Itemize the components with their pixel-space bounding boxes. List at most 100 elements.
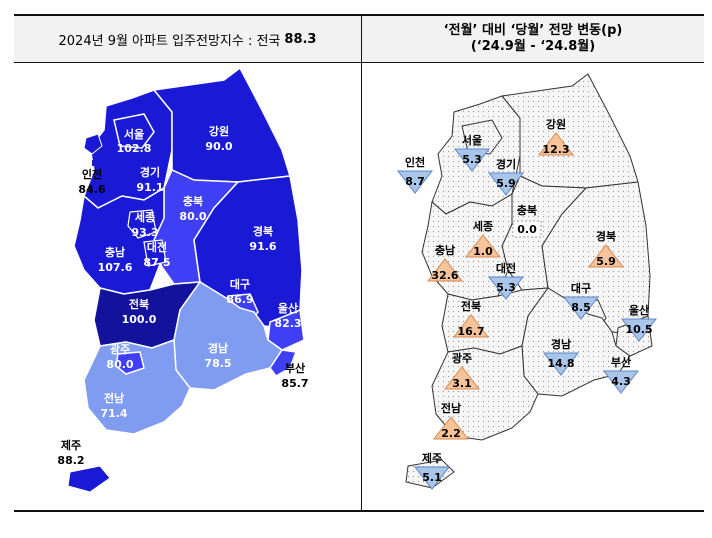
right-map: 강원 12.3 서울 5.3 인천 8.7 경기 5.9 세종 1.0 충북 0.0 경북 5.9 충남 32… bbox=[362, 50, 702, 516]
label-daejeon-name: 대전 bbox=[147, 240, 167, 254]
change-label-name-7: 충남 bbox=[435, 243, 455, 257]
region-jeonnam bbox=[83, 338, 191, 435]
label-jeonnam-value: 71.4 bbox=[100, 407, 127, 420]
column-divider bbox=[361, 14, 362, 512]
region-incheon bbox=[83, 133, 103, 155]
up-triangle-icon bbox=[452, 314, 490, 338]
table-frame: 2024년 9월 아파트 입주전망지수 : 전국 88.3 ‘전월’ 대비 ‘당… bbox=[14, 14, 704, 512]
label-sejong-value: 93.3 bbox=[131, 226, 158, 239]
change-label-value-0: 12.3 bbox=[542, 143, 569, 156]
change-label-name-16: 제주 bbox=[422, 451, 442, 465]
change-markers: 강원 12.3 서울 5.3 인천 8.7 경기 5.9 세종 1.0 충북 0.0 경북 5.9 충남 32… bbox=[396, 117, 658, 490]
change-label-value-12: 3.1 bbox=[452, 377, 472, 390]
label-daegu-value: 86.9 bbox=[226, 293, 253, 306]
change-label-name-3: 경기 bbox=[496, 157, 516, 171]
left-map: 서울 102.8 강원 90.0 경기 91.1 충북 80.0 세종 93.3… bbox=[14, 50, 361, 516]
down-triangle-icon bbox=[487, 172, 525, 196]
change-label-name-0: 강원 bbox=[546, 117, 566, 131]
label-chungbuk-name: 충북 bbox=[183, 194, 203, 208]
region-busan bbox=[269, 349, 298, 377]
r-region-seoul bbox=[461, 119, 503, 155]
region-gwangju bbox=[115, 351, 145, 375]
label-gwangju-name: 광주 bbox=[110, 343, 130, 356]
label-gyeonggi-value: 91.1 bbox=[136, 181, 163, 194]
change-label-value-6: 5.9 bbox=[596, 255, 616, 268]
label-chungnam-value: 107.6 bbox=[98, 261, 133, 274]
up-triangle-icon bbox=[537, 132, 575, 156]
label-gyeongnam-value: 78.5 bbox=[204, 357, 231, 370]
down-triangle-icon bbox=[542, 352, 580, 376]
label-incheon-name: 인천 bbox=[82, 167, 102, 181]
top-border bbox=[14, 14, 704, 16]
change-label-value-13: 14.8 bbox=[547, 357, 574, 370]
r-region-jeonnam bbox=[431, 345, 539, 441]
down-triangle-icon bbox=[453, 148, 491, 172]
change-label-name-11: 울산 bbox=[629, 303, 649, 317]
label-chungbuk-value: 80.0 bbox=[179, 210, 206, 223]
change-label-name-4: 세종 bbox=[473, 219, 493, 233]
change-label-value-7: 32.6 bbox=[431, 269, 458, 282]
down-triangle-icon bbox=[602, 370, 640, 394]
change-label-name-5: 충북 bbox=[517, 203, 537, 217]
label-gyeongnam-name: 경남 bbox=[208, 341, 228, 355]
change-label-value-10: 8.5 bbox=[571, 301, 591, 314]
region-incheon-isle bbox=[92, 158, 104, 166]
label-seoul-value: 102.8 bbox=[117, 142, 152, 155]
up-triangle-icon bbox=[443, 366, 481, 390]
r-region-gangwon bbox=[501, 73, 639, 189]
label-jeju-value: 88.2 bbox=[57, 454, 84, 467]
label-gyeongbuk-value: 91.6 bbox=[249, 240, 276, 253]
label-daegu-name: 대구 bbox=[230, 277, 250, 291]
label-incheon-value: 84.6 bbox=[78, 183, 105, 196]
label-jeonnam-name: 전남 bbox=[104, 391, 124, 405]
change-label-value-3: 5.9 bbox=[496, 177, 516, 190]
label-jeju-name: 제주 bbox=[61, 438, 81, 452]
change-label-value-5: 0.0 bbox=[517, 223, 537, 236]
change-label-name-12: 광주 bbox=[452, 352, 472, 365]
left-header-title: 2024년 9월 아파트 입주전망지수 : 전국 bbox=[58, 33, 281, 49]
bottom-border bbox=[14, 510, 704, 512]
down-triangle-icon bbox=[487, 276, 525, 300]
label-chungnam-name: 충남 bbox=[105, 245, 125, 259]
label-ulsan-value: 82.3 bbox=[274, 317, 301, 330]
down-triangle-icon bbox=[620, 318, 658, 342]
right-header: ‘전월’ 대비 ‘당월’ 전망 변동(p) (‘24.9월 - ‘24.8월) bbox=[362, 16, 704, 62]
change-label-value-2: 8.7 bbox=[405, 175, 425, 188]
region-seoul bbox=[113, 113, 155, 149]
change-label-name-13: 경남 bbox=[551, 337, 571, 351]
label-gangwon-value: 90.0 bbox=[205, 140, 232, 153]
change-label-value-15: 2.2 bbox=[441, 427, 461, 440]
region-sejong bbox=[127, 209, 157, 239]
up-triangle-icon bbox=[426, 258, 464, 282]
label-busan-name: 부산 bbox=[285, 361, 305, 375]
no-change-box bbox=[512, 220, 542, 238]
header-divider bbox=[14, 62, 704, 63]
left-header: 2024년 9월 아파트 입주전망지수 : 전국 88.3 bbox=[14, 16, 361, 62]
label-gangwon-name: 강원 bbox=[209, 124, 229, 138]
region-daejeon bbox=[143, 239, 167, 267]
label-gwangju-value: 80.0 bbox=[106, 358, 133, 371]
up-triangle-icon bbox=[587, 244, 625, 268]
label-jeonbuk-value: 100.0 bbox=[122, 313, 157, 326]
change-label-value-8: 5.3 bbox=[496, 281, 516, 294]
change-label-name-14: 부산 bbox=[611, 355, 631, 369]
change-label-name-9: 전북 bbox=[461, 299, 481, 313]
change-label-name-10: 대구 bbox=[571, 281, 591, 295]
down-triangle-icon bbox=[396, 170, 434, 194]
right-header-line1: ‘전월’ 대비 ‘당월’ 전망 변동(p) bbox=[443, 23, 623, 38]
down-triangle-icon bbox=[562, 296, 600, 320]
label-ulsan-name: 울산 bbox=[278, 301, 298, 315]
label-seoul-name: 서울 bbox=[124, 127, 144, 141]
change-label-name-1: 서울 bbox=[462, 133, 482, 147]
change-label-value-16: 5.1 bbox=[422, 471, 442, 484]
label-sejong-name: 세종 bbox=[135, 210, 155, 224]
change-label-name-2: 인천 bbox=[405, 155, 425, 169]
label-daejeon-value: 87.5 bbox=[143, 256, 170, 269]
label-gyeongbuk-name: 경북 bbox=[253, 224, 273, 238]
region-ulsan bbox=[267, 308, 305, 351]
right-header-line2: (‘24.9월 - ‘24.8월) bbox=[470, 39, 596, 54]
label-busan-value: 85.7 bbox=[281, 377, 308, 390]
change-label-value-4: 1.0 bbox=[473, 245, 493, 258]
change-label-name-6: 경북 bbox=[596, 229, 616, 243]
change-label-name-15: 전남 bbox=[441, 401, 461, 415]
